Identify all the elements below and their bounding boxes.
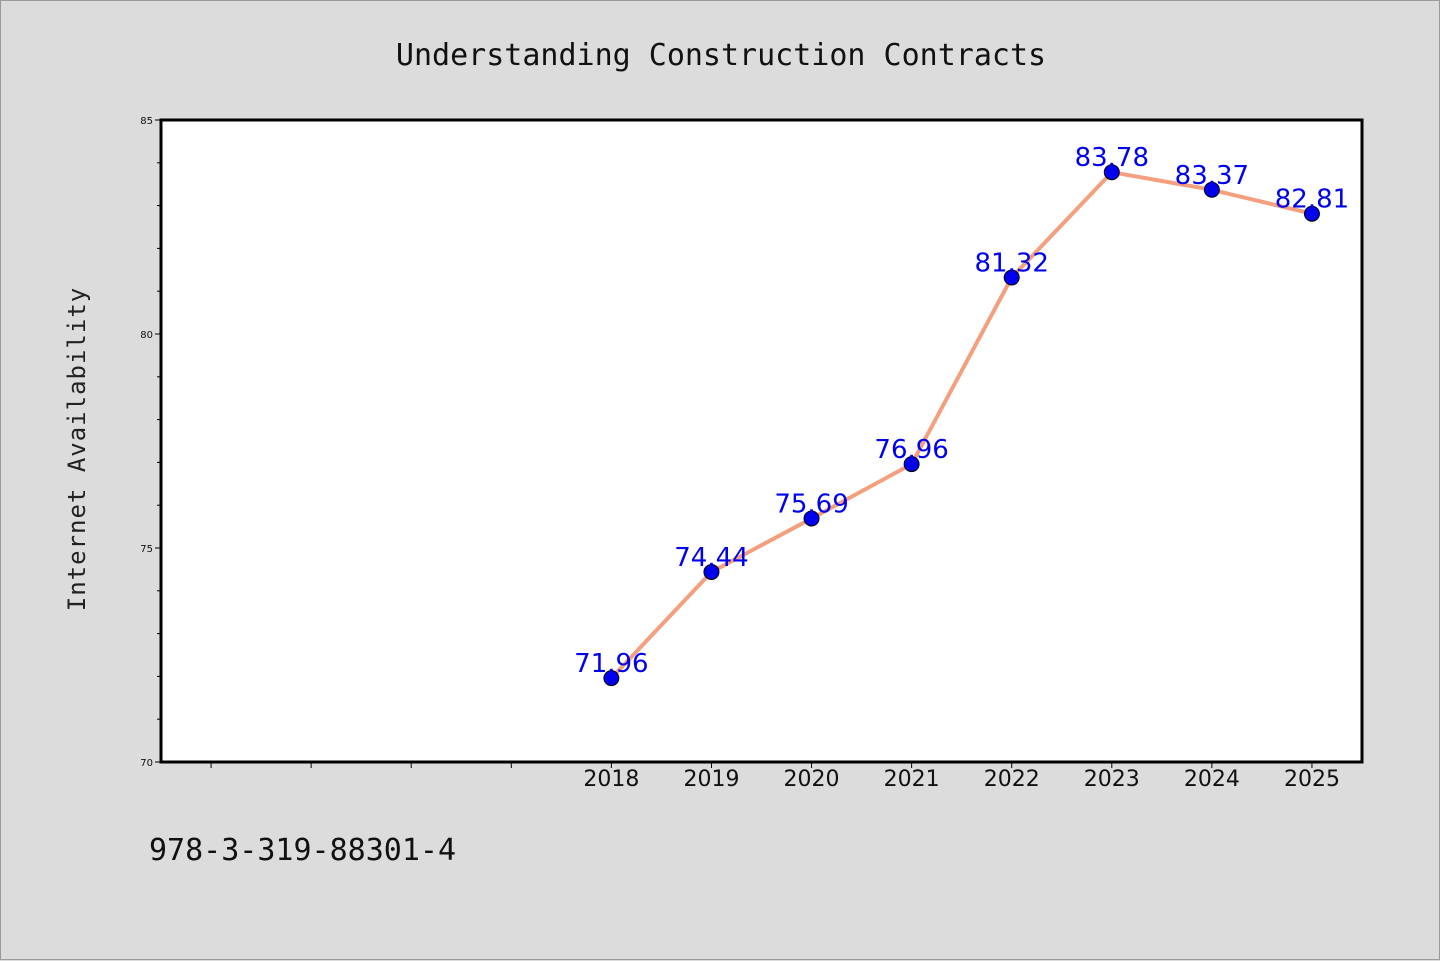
data-point xyxy=(903,456,920,473)
data-label: 83.37 xyxy=(1175,161,1249,191)
x-tick-label: 2021 xyxy=(884,767,940,792)
x-tick-label: 2025 xyxy=(1284,767,1340,792)
series-line xyxy=(609,170,1313,680)
x-tick-label: 2020 xyxy=(784,767,840,792)
footer-code: 978-3-319-88301-4 xyxy=(149,833,457,868)
data-point xyxy=(1103,164,1120,181)
data-label: 74.44 xyxy=(674,543,748,573)
x-tick-label: 2018 xyxy=(583,767,639,792)
x-tick-label: 2024 xyxy=(1184,767,1240,792)
data-label: 83.78 xyxy=(1075,143,1149,173)
data-label: 75.69 xyxy=(774,489,848,519)
data-point xyxy=(1303,205,1320,222)
series-layer: 71.96 74.44 75.69 76.96 81.32 83.78 83.37 82.81 xyxy=(574,143,1349,687)
axis-ticks xyxy=(155,119,1313,768)
y-tick-label: 85 xyxy=(140,116,153,127)
data-label: 76.96 xyxy=(874,435,948,465)
x-tick-labels: 2018 2019 2020 2021 2022 2023 2024 2025 xyxy=(583,767,1340,792)
data-point xyxy=(703,563,720,580)
x-tick-label: 2023 xyxy=(1084,767,1140,792)
data-point xyxy=(1003,269,1020,286)
data-point xyxy=(603,670,620,687)
data-point xyxy=(1203,181,1220,198)
y-tick-label: 80 xyxy=(140,330,153,341)
x-tick-label: 2019 xyxy=(683,767,739,792)
plot-area xyxy=(159,118,1364,764)
data-label: 81.32 xyxy=(974,249,1048,279)
y-axis-label: Internet Availability xyxy=(63,287,91,611)
data-point xyxy=(803,510,820,527)
data-label: 82.81 xyxy=(1275,185,1349,215)
y-tick-label: 70 xyxy=(140,758,153,769)
chart-title: Understanding Construction Contracts xyxy=(396,38,1046,73)
y-tick-labels: 70 75 80 85 xyxy=(140,116,153,769)
y-tick-label: 75 xyxy=(140,544,153,555)
data-label: 71.96 xyxy=(574,649,648,679)
x-tick-label: 2022 xyxy=(984,767,1040,792)
